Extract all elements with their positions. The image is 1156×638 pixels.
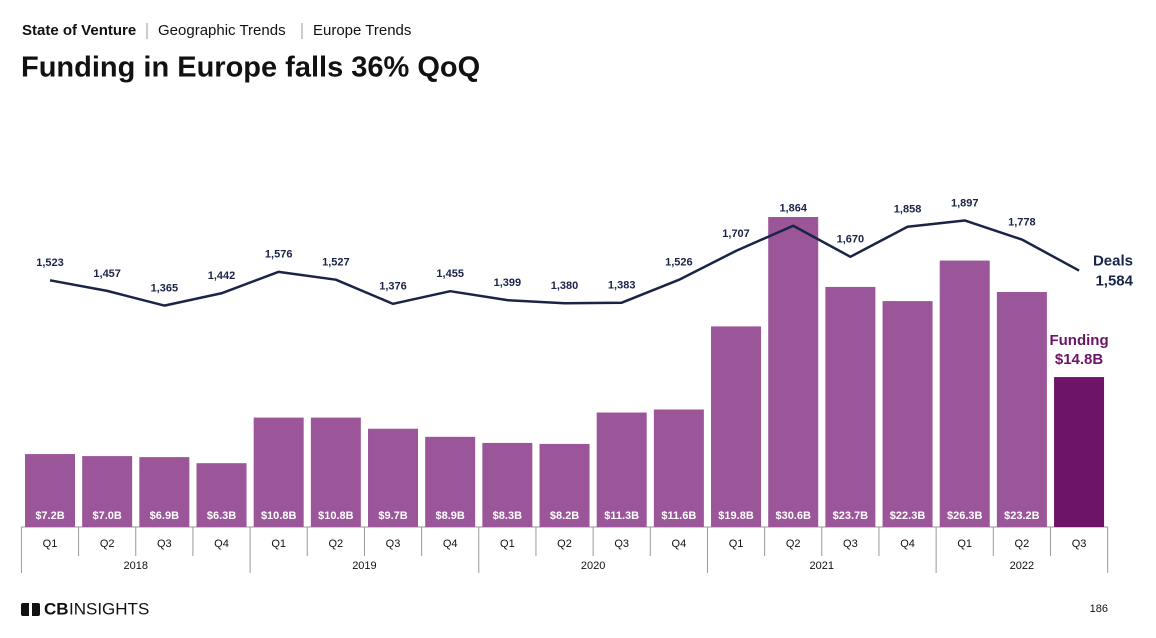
bar-value-label: $14.8B — [1055, 351, 1104, 368]
bar-value-label: $23.7B — [833, 510, 869, 522]
line-value-label: 1,399 — [494, 277, 522, 289]
line-value-label: 1,527 — [322, 257, 350, 269]
chart-title: Funding in Europe falls 36% QoQ — [21, 52, 480, 84]
line-value-label: 1,707 — [722, 228, 750, 240]
line-value-label: 1,864 — [779, 203, 807, 215]
line-value-label: 1,380 — [551, 280, 579, 292]
x-group-label: 2021 — [810, 560, 834, 572]
bar — [996, 291, 1047, 527]
bar-value-label: $11.3B — [604, 510, 639, 522]
bar — [596, 412, 647, 527]
x-group-label: 2019 — [352, 560, 376, 572]
bar — [482, 442, 533, 527]
x-tick-label: Q1 — [729, 538, 744, 550]
line-value-label: 1,576 — [265, 249, 293, 261]
bar — [310, 417, 361, 527]
bar-value-label: $11.6B — [661, 510, 696, 522]
x-tick-label: Q2 — [1015, 538, 1030, 550]
x-tick-label: Q1 — [957, 538, 972, 550]
bar — [196, 463, 247, 527]
bar-value-label: $10.8B — [318, 510, 354, 522]
x-tick-label: Q2 — [786, 538, 801, 550]
bar-value-label: $8.2B — [550, 510, 579, 522]
bar — [882, 301, 933, 527]
bar — [1054, 377, 1105, 527]
series-name-annotation: Deals — [1093, 253, 1133, 270]
bar — [139, 457, 190, 527]
line-value-label: 1,455 — [436, 268, 464, 280]
bar-value-label: $8.3B — [493, 510, 522, 522]
bar — [25, 454, 75, 527]
logo-icon-gap — [29, 603, 32, 616]
x-tick-label: Q3 — [1072, 538, 1087, 550]
logo-regular: INSIGHTS — [69, 599, 149, 618]
logo-bold: CB — [44, 599, 69, 618]
line-value-label: 1,383 — [608, 280, 636, 292]
x-tick-label: Q3 — [843, 538, 858, 550]
x-group-label: 2018 — [124, 560, 148, 572]
series-name-annotation: Funding — [1049, 332, 1108, 349]
line-value-label: 1,584 — [1095, 273, 1133, 290]
x-tick-label: Q2 — [329, 538, 344, 550]
line-value-label: 1,457 — [93, 268, 121, 280]
line — [49, 219, 1080, 307]
x-tick-label: Q1 — [271, 538, 286, 550]
bar-value-label: $6.3B — [207, 510, 236, 522]
x-tick-label: Q3 — [386, 538, 401, 550]
line-value-label: 1,526 — [665, 257, 693, 269]
bar — [425, 436, 476, 527]
x-tick-label: Q3 — [157, 538, 172, 550]
bar-value-label: $7.0B — [92, 510, 121, 522]
x-tick-label: Q4 — [214, 538, 229, 550]
line-value-label: 1,897 — [951, 197, 979, 209]
line-value-label: 1,523 — [36, 257, 64, 269]
bar-value-label: $8.9B — [436, 510, 465, 522]
x-tick-label: Q2 — [557, 538, 572, 550]
line-value-label: 1,858 — [894, 204, 922, 216]
x-tick-label: Q1 — [500, 538, 515, 550]
line-value-label: 1,670 — [837, 234, 865, 246]
x-group-label: 2020 — [581, 560, 605, 572]
line-value-label: 1,778 — [1008, 216, 1036, 228]
x-tick-label: Q4 — [900, 538, 915, 550]
page-number: 186 — [1090, 603, 1108, 615]
bar — [82, 456, 133, 527]
bar — [539, 443, 590, 527]
bar — [368, 428, 419, 527]
breadcrumb-item: Geographic Trends — [158, 22, 286, 39]
bar — [711, 326, 762, 527]
bar — [825, 286, 876, 527]
bar-value-label: $30.6B — [775, 510, 811, 522]
bar-value-label: $26.3B — [947, 510, 983, 522]
line-value-label: 1,442 — [208, 270, 236, 282]
bar-value-label: $7.2B — [35, 510, 64, 522]
x-group-label: 2022 — [1010, 560, 1034, 572]
bar — [939, 260, 990, 527]
line-value-label: 1,365 — [151, 283, 179, 295]
bar-value-label: $6.9B — [150, 510, 179, 522]
x-tick-label: Q4 — [443, 538, 458, 550]
x-tick-label: Q3 — [614, 538, 629, 550]
x-tick-label: Q2 — [100, 538, 115, 550]
x-tick-label: Q4 — [672, 538, 687, 550]
bar-value-label: $19.8B — [718, 510, 754, 522]
bar-value-label: $9.7B — [378, 510, 407, 522]
breadcrumb-item: State of Venture — [22, 22, 136, 39]
bar-value-label: $10.8B — [261, 510, 297, 522]
bar-value-label: $23.2B — [1004, 510, 1040, 522]
bar-value-label: $22.3B — [890, 510, 926, 522]
x-tick-label: Q1 — [43, 538, 58, 550]
bar — [253, 417, 304, 527]
breadcrumb-item: Europe Trends — [313, 22, 411, 39]
bar — [768, 217, 819, 527]
line-value-label: 1,376 — [379, 281, 407, 293]
bar — [653, 409, 704, 527]
